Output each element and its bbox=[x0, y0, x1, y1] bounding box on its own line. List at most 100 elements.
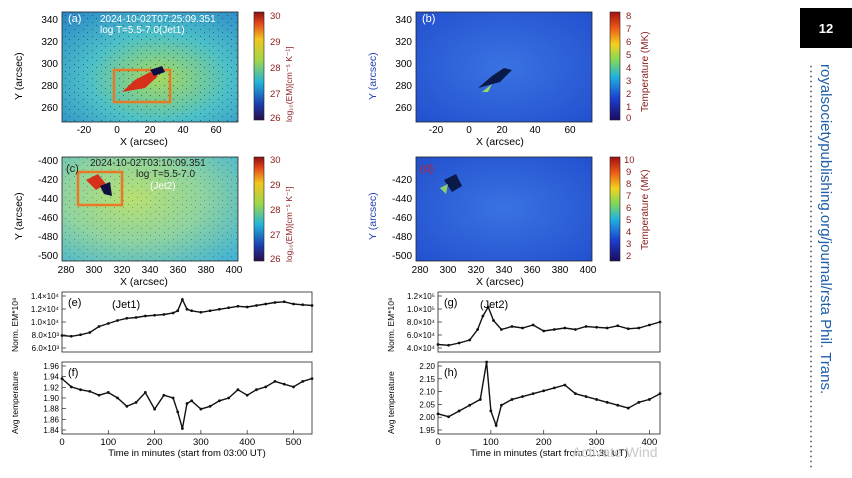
data-point bbox=[542, 329, 546, 333]
y-tick-label: 2.20 bbox=[419, 362, 435, 371]
svg-text:-20: -20 bbox=[77, 125, 92, 136]
y-tick-label: 1.92 bbox=[43, 383, 59, 392]
data-point bbox=[563, 326, 567, 330]
timestamp-c: 2024-10-02T03:10:09.351 bbox=[90, 158, 206, 169]
cb-label-c: log₁₀(EM)[cm⁻⁵ K⁻¹] bbox=[284, 186, 294, 262]
y-tick-label: 1.96 bbox=[43, 362, 59, 371]
svg-text:8: 8 bbox=[626, 179, 631, 190]
svg-text:320: 320 bbox=[395, 37, 412, 48]
jet-box-a bbox=[112, 68, 172, 104]
svg-text:-460: -460 bbox=[38, 213, 58, 224]
data-point bbox=[301, 303, 305, 307]
panel-label: (h) bbox=[444, 367, 457, 379]
y-tick-label: 4.0×10⁴ bbox=[407, 344, 436, 353]
y-tick-label: 1.84 bbox=[43, 426, 59, 435]
data-point bbox=[190, 399, 194, 403]
svg-text:380: 380 bbox=[552, 265, 569, 276]
svg-text:0: 0 bbox=[626, 113, 631, 124]
data-point bbox=[637, 326, 641, 330]
temp-range-a: log T=5.5-7.0(Jet1) bbox=[100, 25, 185, 36]
x-tick-label: 200 bbox=[147, 437, 163, 448]
journal-link[interactable]: royalsocietypublishing.org/journal/rsta … bbox=[817, 64, 834, 395]
y-tick-label: 1.94 bbox=[43, 373, 59, 382]
data-point bbox=[626, 327, 630, 331]
svg-text:300: 300 bbox=[86, 265, 103, 276]
x-tick-label: 0 bbox=[435, 437, 440, 448]
svg-text:3: 3 bbox=[626, 76, 631, 87]
y-tick-label: 2.10 bbox=[419, 388, 435, 397]
svg-text:60: 60 bbox=[210, 125, 222, 136]
svg-text:4: 4 bbox=[626, 63, 631, 74]
svg-text:2: 2 bbox=[626, 251, 631, 262]
ylabel-c: Y (arcsec) bbox=[13, 192, 25, 240]
data-point bbox=[273, 379, 277, 383]
svg-text:26: 26 bbox=[270, 113, 281, 124]
svg-text:320: 320 bbox=[468, 265, 485, 276]
y-tick-label: 1.4×10⁴ bbox=[31, 292, 60, 301]
data-point bbox=[595, 398, 598, 401]
plot-frame bbox=[61, 361, 313, 435]
colorbar-d bbox=[609, 156, 621, 262]
x-tick-label: 500 bbox=[286, 437, 302, 448]
svg-text:5: 5 bbox=[626, 215, 631, 226]
data-point bbox=[485, 360, 489, 364]
svg-text:10: 10 bbox=[624, 155, 635, 166]
y-tick-label: 6.0×10³ bbox=[32, 344, 60, 353]
data-point bbox=[595, 325, 598, 329]
xlabel-d: X (arcsec) bbox=[476, 276, 524, 288]
svg-text:40: 40 bbox=[529, 125, 541, 136]
svg-text:20: 20 bbox=[496, 125, 508, 136]
data-point bbox=[125, 316, 129, 320]
plot-frame bbox=[437, 291, 661, 353]
colorbar-b bbox=[609, 11, 621, 121]
panel-label-d: (d) bbox=[420, 163, 433, 175]
data-point bbox=[199, 310, 203, 314]
x-tick-label: 400 bbox=[641, 437, 657, 448]
svg-text:-420: -420 bbox=[38, 175, 58, 186]
svg-text:30: 30 bbox=[270, 11, 281, 22]
data-point bbox=[468, 403, 472, 407]
y-axis-label: Norm. EM*10⁸ bbox=[10, 297, 20, 352]
data-point bbox=[153, 313, 156, 317]
series-line bbox=[437, 305, 661, 347]
cb-label-b: Temperature (MK) bbox=[640, 31, 651, 112]
panel-label-a: (a) bbox=[68, 13, 81, 25]
data-point bbox=[116, 319, 119, 322]
svg-text:1: 1 bbox=[626, 102, 631, 113]
y-tick-label: 8.0×10³ bbox=[32, 331, 60, 340]
data-point bbox=[521, 395, 524, 398]
data-point bbox=[153, 407, 156, 411]
x-tick-label: 100 bbox=[483, 437, 499, 448]
activate-windows-watermark: Activate Wind bbox=[572, 444, 658, 460]
journal-side-text[interactable]: royalsocietypublishing.org/journal/rsta … bbox=[806, 64, 846, 474]
series-title: (Jet1) bbox=[112, 299, 140, 311]
data-point bbox=[531, 323, 535, 327]
map-b bbox=[416, 12, 592, 122]
data-point bbox=[457, 409, 461, 413]
data-point bbox=[88, 389, 92, 393]
y-axis-label: Avg temperature bbox=[10, 371, 20, 434]
data-point bbox=[637, 400, 641, 404]
x-axis-label: Time in minutes (start from 01:30 UT) bbox=[470, 448, 628, 459]
svg-text:340: 340 bbox=[41, 15, 58, 26]
data-point bbox=[171, 311, 175, 315]
series-line bbox=[437, 361, 661, 428]
series-line bbox=[61, 377, 313, 429]
page-number-badge: 12 bbox=[800, 8, 852, 48]
svg-text:300: 300 bbox=[440, 265, 457, 276]
x-tick-label: 400 bbox=[239, 437, 255, 448]
y-tick-label: 1.90 bbox=[43, 394, 59, 403]
data-point bbox=[292, 385, 295, 389]
data-point bbox=[531, 392, 535, 396]
data-point bbox=[162, 393, 166, 397]
svg-text:29: 29 bbox=[270, 180, 281, 191]
data-point bbox=[176, 410, 180, 414]
y-tick-label: 1.88 bbox=[43, 405, 59, 414]
data-point bbox=[69, 385, 73, 389]
data-point bbox=[552, 386, 556, 390]
svg-text:-400: -400 bbox=[38, 156, 58, 167]
y-tick-label: 1.2×10⁵ bbox=[407, 292, 435, 301]
svg-text:360: 360 bbox=[524, 265, 541, 276]
data-point bbox=[282, 382, 286, 386]
svg-text:3: 3 bbox=[626, 239, 631, 250]
